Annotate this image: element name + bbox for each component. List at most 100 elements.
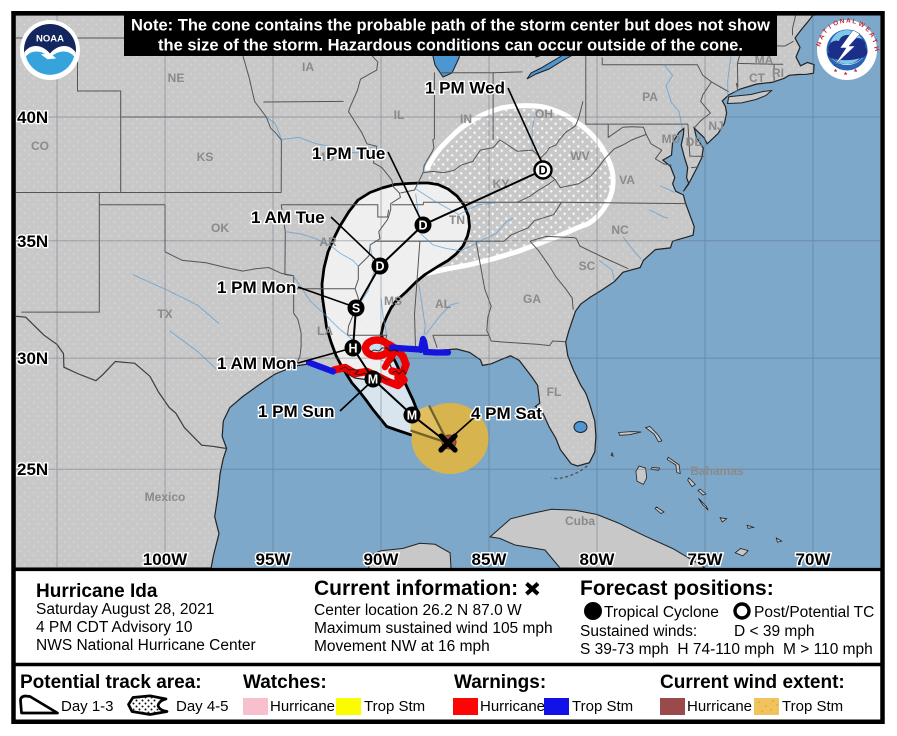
svg-text:M: M: [368, 373, 378, 387]
svg-text:H: H: [872, 46, 880, 53]
svg-text:DE: DE: [686, 135, 703, 149]
svg-text:1 AM Tue: 1 AM Tue: [251, 208, 325, 227]
svg-text:NWS National Hurricane Center: NWS National Hurricane Center: [36, 637, 256, 654]
svg-text:4 PM CDT Advisory 10: 4 PM CDT Advisory 10: [36, 619, 193, 636]
svg-text:Current wind extent:: Current wind extent:: [660, 672, 845, 693]
svg-text:MD: MD: [662, 132, 681, 146]
svg-text:KS: KS: [197, 150, 214, 164]
svg-text:CT: CT: [749, 71, 766, 85]
svg-text:AL: AL: [435, 297, 451, 311]
svg-text:A: A: [818, 33, 827, 41]
svg-text:*: *: [854, 68, 858, 77]
svg-text:Movement NW at 16 mph: Movement NW at 16 mph: [314, 638, 490, 655]
svg-text:Trop Stm: Trop Stm: [572, 698, 633, 715]
svg-text:4 PM Sat: 4 PM Sat: [471, 404, 542, 423]
svg-text:W: W: [857, 21, 866, 30]
svg-text:35N: 35N: [17, 232, 48, 251]
svg-text:30N: 30N: [17, 349, 48, 368]
svg-text:IA: IA: [302, 60, 314, 74]
svg-text:Trop Stm: Trop Stm: [782, 698, 843, 715]
svg-text:Saturday August 28, 2021: Saturday August 28, 2021: [36, 601, 214, 618]
svg-text:MS: MS: [384, 294, 402, 308]
svg-text:CO: CO: [31, 139, 49, 153]
svg-text:L: L: [852, 18, 857, 26]
svg-text:N: N: [815, 41, 823, 48]
svg-text:GA: GA: [523, 292, 541, 306]
svg-text:40N: 40N: [17, 108, 48, 127]
svg-text:SC: SC: [579, 259, 596, 273]
svg-text:PA: PA: [642, 90, 658, 104]
svg-text:1 PM Mon: 1 PM Mon: [217, 278, 296, 297]
svg-text:Tropical Cyclone: Tropical Cyclone: [604, 604, 719, 621]
svg-text:D: D: [418, 219, 427, 233]
svg-text:100W: 100W: [143, 550, 188, 569]
svg-text:D: D: [538, 164, 547, 178]
svg-text:70W: 70W: [796, 550, 832, 569]
svg-text:VA: VA: [619, 173, 635, 187]
svg-text:90W: 90W: [364, 550, 400, 569]
svg-text:Potential track area:: Potential track area:: [20, 672, 202, 693]
svg-text:LA: LA: [317, 324, 333, 338]
svg-text:OK: OK: [211, 221, 229, 235]
svg-text:A: A: [846, 18, 851, 25]
svg-text:95W: 95W: [256, 550, 292, 569]
svg-text:TN: TN: [449, 213, 465, 227]
svg-text:MA: MA: [755, 53, 774, 67]
svg-text:IL: IL: [394, 108, 405, 122]
svg-text:D: D: [375, 260, 384, 274]
svg-text:NC: NC: [611, 223, 629, 237]
svg-text:FL: FL: [547, 385, 562, 399]
svg-text:Mexico: Mexico: [145, 490, 186, 504]
svg-text:Warnings:: Warnings:: [454, 672, 546, 693]
svg-text:N: N: [839, 18, 845, 26]
svg-text:1 PM Sun: 1 PM Sun: [258, 402, 335, 421]
svg-text:*: *: [844, 71, 848, 80]
svg-text:the size of the storm. Hazardo: the size of the storm. Hazardous conditi…: [158, 37, 743, 55]
svg-text:WV: WV: [570, 149, 589, 163]
svg-text:Hurricane Ida: Hurricane Ida: [36, 581, 158, 602]
svg-text:IN: IN: [460, 112, 472, 126]
svg-text:Day 4-5: Day 4-5: [176, 698, 229, 715]
svg-text:S 39-73 mph H 74-110 mph M >: S 39-73 mph H 74-110 mph M > 110 mph: [580, 641, 873, 658]
svg-text:*: *: [834, 68, 838, 77]
svg-text:Note: The cone contains the pr: Note: The cone contains the probable pat…: [131, 17, 770, 35]
svg-text:E: E: [864, 26, 872, 35]
svg-text:OH: OH: [535, 107, 553, 121]
svg-text:Hurricane: Hurricane: [270, 698, 335, 715]
svg-text:Maximum sustained wind 105 mph: Maximum sustained wind 105 mph: [314, 620, 553, 637]
svg-text:Cuba: Cuba: [565, 514, 595, 528]
svg-text:NE: NE: [168, 71, 185, 85]
svg-text:Center location 26.2 N 87.0 W: Center location 26.2 N 87.0 W: [314, 602, 522, 619]
svg-text:TX: TX: [157, 307, 172, 321]
svg-text:1 PM Wed: 1 PM Wed: [425, 79, 505, 98]
svg-text:A: A: [867, 31, 876, 39]
svg-text:NOAA: NOAA: [36, 34, 64, 45]
svg-text:Forecast positions:: Forecast positions:: [580, 577, 774, 600]
svg-text:85W: 85W: [472, 550, 508, 569]
svg-text:D < 39 mph: D < 39 mph: [734, 623, 815, 640]
svg-text:O: O: [832, 20, 839, 28]
svg-text:Current information:: Current information:: [314, 577, 518, 600]
svg-text:M: M: [407, 409, 417, 423]
svg-text:MO: MO: [315, 150, 334, 164]
svg-text:Post/Potential TC: Post/Potential TC: [754, 604, 874, 621]
svg-text:T: T: [870, 38, 878, 45]
svg-text:H: H: [348, 342, 357, 356]
svg-text:NJ: NJ: [708, 119, 723, 133]
svg-text:Trop Stm: Trop Stm: [364, 698, 425, 715]
svg-text:AR: AR: [319, 235, 337, 249]
svg-text:T: T: [822, 28, 830, 36]
svg-text:Hurricane: Hurricane: [480, 698, 545, 715]
svg-text:80W: 80W: [580, 550, 616, 569]
svg-text:S: S: [352, 302, 360, 316]
svg-text:I: I: [828, 24, 833, 31]
svg-text:RI: RI: [772, 66, 784, 80]
svg-text:1 PM Tue: 1 PM Tue: [312, 144, 385, 163]
svg-text:Sustained winds:: Sustained winds:: [580, 623, 697, 640]
svg-text:Hurricane: Hurricane: [687, 698, 752, 715]
svg-text:Bahamas: Bahamas: [690, 464, 744, 478]
svg-text:25N: 25N: [17, 460, 48, 479]
svg-text:1 AM Mon: 1 AM Mon: [217, 354, 297, 373]
svg-text:Watches:: Watches:: [243, 672, 327, 693]
svg-text:75W: 75W: [688, 550, 724, 569]
